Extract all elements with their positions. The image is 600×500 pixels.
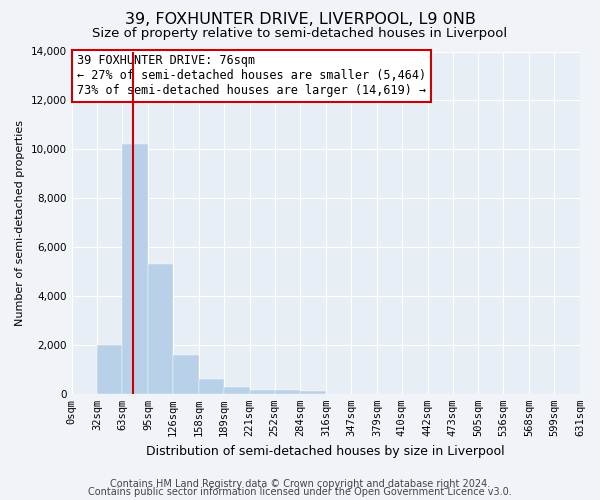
Bar <box>275 390 301 394</box>
Bar <box>173 354 199 394</box>
X-axis label: Distribution of semi-detached houses by size in Liverpool: Distribution of semi-detached houses by … <box>146 444 505 458</box>
Text: 39, FOXHUNTER DRIVE, LIVERPOOL, L9 0NB: 39, FOXHUNTER DRIVE, LIVERPOOL, L9 0NB <box>125 12 475 28</box>
Bar <box>122 144 148 394</box>
Text: 39 FOXHUNTER DRIVE: 76sqm
← 27% of semi-detached houses are smaller (5,464)
73% : 39 FOXHUNTER DRIVE: 76sqm ← 27% of semi-… <box>77 54 426 98</box>
Bar <box>148 264 173 394</box>
Bar <box>301 391 326 394</box>
Text: Contains public sector information licensed under the Open Government Licence v3: Contains public sector information licen… <box>88 487 512 497</box>
Bar <box>97 345 122 394</box>
Text: Size of property relative to semi-detached houses in Liverpool: Size of property relative to semi-detach… <box>92 28 508 40</box>
Bar <box>224 387 250 394</box>
Text: Contains HM Land Registry data © Crown copyright and database right 2024.: Contains HM Land Registry data © Crown c… <box>110 479 490 489</box>
Bar <box>250 390 275 394</box>
Y-axis label: Number of semi-detached properties: Number of semi-detached properties <box>15 120 25 326</box>
Bar <box>199 378 224 394</box>
